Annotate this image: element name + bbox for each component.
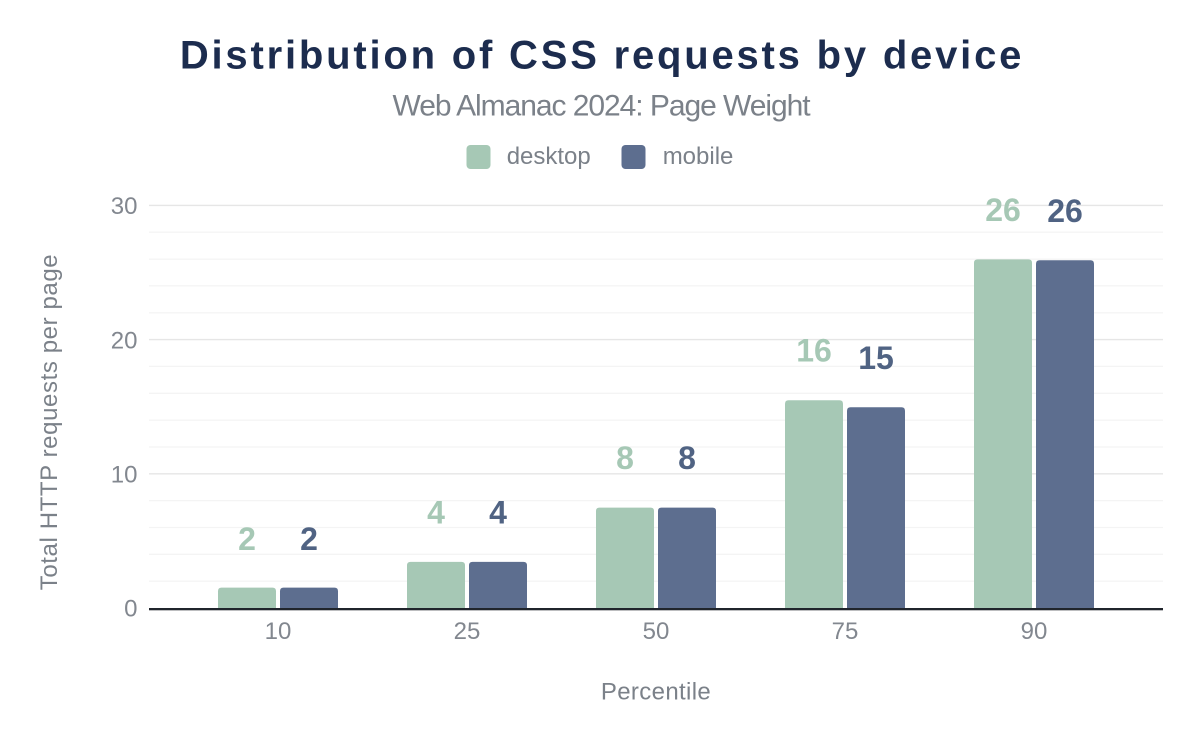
svg-text:10: 10 [265,618,292,645]
svg-text:90: 90 [1021,618,1048,645]
svg-text:Distribution of CSS requests b: Distribution of CSS requests by device [180,34,1024,78]
svg-text:10: 10 [111,462,138,489]
svg-text:Web Almanac 2024: Page Weight: Web Almanac 2024: Page Weight [392,89,811,122]
svg-text:26: 26 [985,192,1021,228]
svg-text:mobile: mobile [663,143,734,170]
svg-text:2: 2 [300,521,318,557]
svg-text:Percentile: Percentile [601,679,711,706]
svg-text:desktop: desktop [507,143,591,170]
svg-text:50: 50 [643,618,670,645]
svg-text:26: 26 [1047,193,1083,229]
svg-text:16: 16 [796,333,832,369]
svg-text:75: 75 [832,618,859,645]
svg-text:Total HTTP requests per page: Total HTTP requests per page [36,254,63,591]
svg-text:0: 0 [124,595,137,622]
svg-text:4: 4 [489,494,507,530]
svg-text:15: 15 [858,340,894,376]
svg-text:25: 25 [454,618,481,645]
svg-text:8: 8 [678,440,696,476]
svg-text:30: 30 [111,193,138,220]
svg-text:2: 2 [238,521,256,557]
svg-text:4: 4 [427,494,445,530]
svg-text:8: 8 [616,440,634,476]
svg-text:20: 20 [111,327,138,354]
